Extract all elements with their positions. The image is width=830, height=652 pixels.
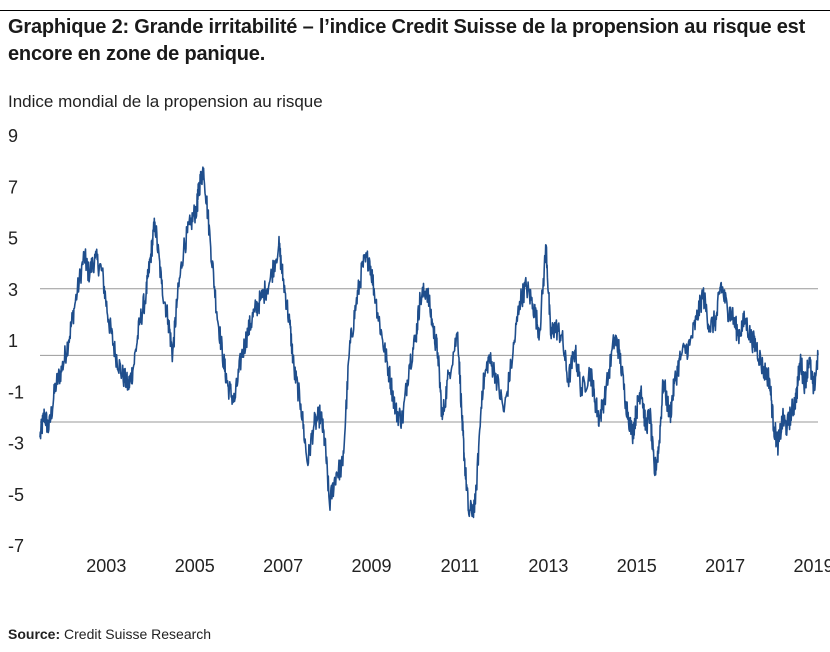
x-axis-ticks: 2003 2005 2007 2009 2011 2013 2015 2017 2019 xyxy=(86,556,830,576)
x-tick-label: 2007 xyxy=(263,556,303,576)
source-label: Source: xyxy=(8,626,61,642)
y-tick-label: 1 xyxy=(8,331,18,351)
series-line xyxy=(39,166,819,519)
y-tick-label: -7 xyxy=(8,536,24,556)
y-axis-ticks: 9 7 5 3 1 -1 -3 -5 -7 xyxy=(8,126,24,556)
x-tick-label: 2015 xyxy=(617,556,657,576)
x-tick-label: 2017 xyxy=(705,556,745,576)
x-tick-label: 2009 xyxy=(352,556,392,576)
y-tick-label: 7 xyxy=(8,177,18,197)
y-tick-label: -3 xyxy=(8,434,24,454)
chart-title: Graphique 2: Grande irritabilité – l’ind… xyxy=(8,16,806,65)
y-tick-label: 3 xyxy=(8,280,18,300)
x-tick-label: 2011 xyxy=(441,556,480,576)
x-tick-label: 2005 xyxy=(175,556,215,576)
x-tick-label: 2003 xyxy=(86,556,126,576)
y-tick-label: -5 xyxy=(8,485,24,505)
top-rule xyxy=(0,10,830,11)
y-tick-label: -1 xyxy=(8,382,24,402)
x-tick-label: 2013 xyxy=(528,556,568,576)
y-tick-label: 5 xyxy=(8,229,18,249)
y-axis-label: Indice mondial de la propension au risqu… xyxy=(8,92,323,111)
source-note: Source: Credit Suisse Research xyxy=(8,626,211,642)
y-tick-label: 9 xyxy=(8,126,18,146)
source-text: Credit Suisse Research xyxy=(60,626,212,642)
x-tick-label: 2019 xyxy=(794,556,830,576)
